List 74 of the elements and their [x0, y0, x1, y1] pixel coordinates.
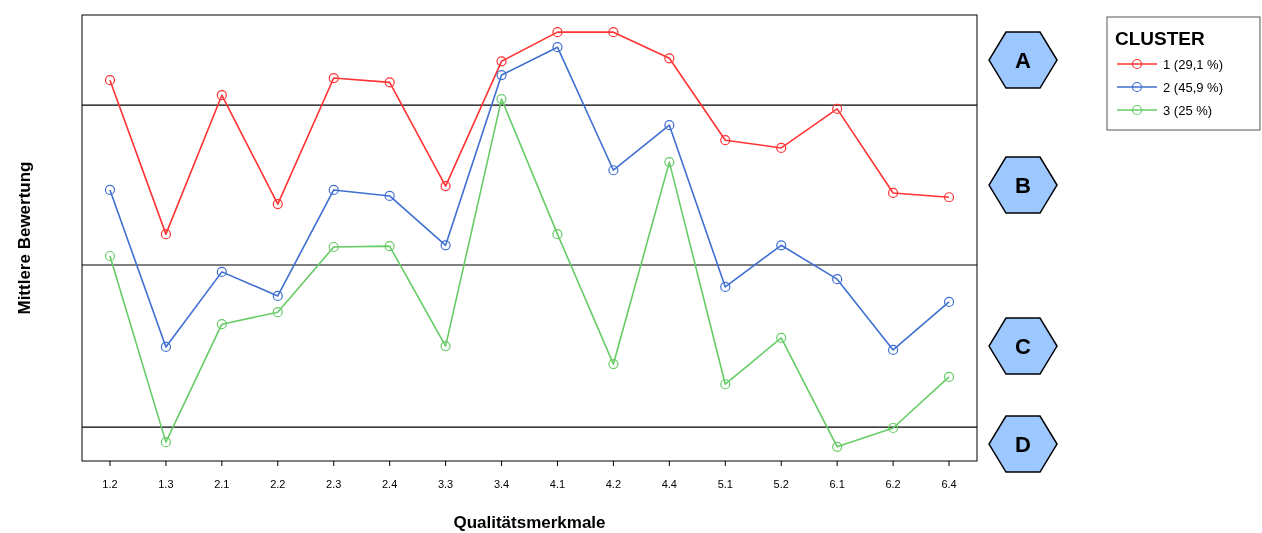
- x-tick-label: 2.2: [270, 478, 286, 490]
- point: [943, 371, 955, 383]
- hexagon-badge: C: [988, 317, 1058, 375]
- point: [832, 103, 843, 115]
- point: [104, 184, 116, 196]
- legend-label: 2 (45,9 %): [1163, 80, 1223, 95]
- legend-title: CLUSTER: [1115, 28, 1205, 49]
- point: [943, 192, 955, 203]
- x-tick-label: 5.2: [773, 478, 789, 490]
- point: [160, 341, 172, 353]
- point: [720, 379, 731, 390]
- hexagon-badge: D: [988, 415, 1058, 473]
- point: [608, 27, 619, 38]
- point: [328, 184, 339, 196]
- x-tick-label: 6.4: [941, 478, 957, 490]
- legend-label: 3 (25 %): [1163, 103, 1213, 118]
- point: [384, 241, 395, 252]
- point: [272, 290, 283, 301]
- x-tick-label: 4.1: [549, 478, 566, 490]
- point: [328, 72, 339, 84]
- point: [720, 135, 731, 146]
- x-tick-label: 3.4: [493, 478, 510, 490]
- y-axis-title: Mittlere Bewertung: [15, 161, 34, 315]
- point: [887, 344, 899, 356]
- point: [496, 56, 507, 67]
- point: [384, 190, 395, 202]
- x-tick-label: 4.2: [605, 478, 622, 490]
- point: [887, 187, 899, 199]
- point: [440, 340, 451, 352]
- x-axis-title: Qualitätsmerkmale: [453, 513, 606, 532]
- point: [832, 441, 843, 452]
- point: [552, 229, 563, 240]
- x-tick-label: 6.2: [885, 478, 901, 490]
- point: [776, 332, 787, 344]
- point: [664, 53, 675, 64]
- point: [496, 93, 507, 105]
- x-tick-label: 4.4: [661, 478, 677, 490]
- x-tick-label: 2.3: [326, 478, 342, 490]
- point: [272, 307, 283, 318]
- point: [832, 274, 843, 285]
- point: [664, 120, 675, 131]
- point: [216, 266, 227, 277]
- point: [160, 229, 172, 240]
- hexagon-badge: B: [988, 156, 1058, 214]
- point: [104, 250, 116, 262]
- point: [552, 27, 563, 38]
- point: [216, 90, 227, 101]
- hexagon-badge: A: [988, 31, 1058, 89]
- point: [440, 181, 451, 192]
- x-tick-label: 2.1: [214, 478, 230, 490]
- x-tick-label: 5.1: [717, 478, 733, 490]
- point: [552, 42, 563, 53]
- legend-label: 1 (29,1 %): [1163, 57, 1223, 72]
- point: [776, 142, 787, 154]
- point: [104, 75, 116, 86]
- point: [160, 437, 172, 448]
- x-tick-label: 6.1: [829, 478, 845, 490]
- x-tick-label: 3.3: [437, 478, 454, 490]
- point: [608, 165, 619, 176]
- point: [272, 199, 283, 210]
- point: [328, 241, 339, 253]
- point: [720, 281, 731, 292]
- point: [216, 319, 227, 330]
- x-tick-label: 1.2: [102, 478, 118, 490]
- point: [664, 156, 675, 168]
- point: [440, 240, 451, 251]
- point: [943, 296, 955, 307]
- point: [887, 422, 899, 434]
- x-tick-label: 1.3: [158, 478, 174, 490]
- point: [496, 69, 507, 81]
- point: [384, 77, 395, 88]
- x-tick-label: 2.4: [382, 478, 398, 490]
- point: [608, 358, 619, 370]
- point: [776, 240, 787, 251]
